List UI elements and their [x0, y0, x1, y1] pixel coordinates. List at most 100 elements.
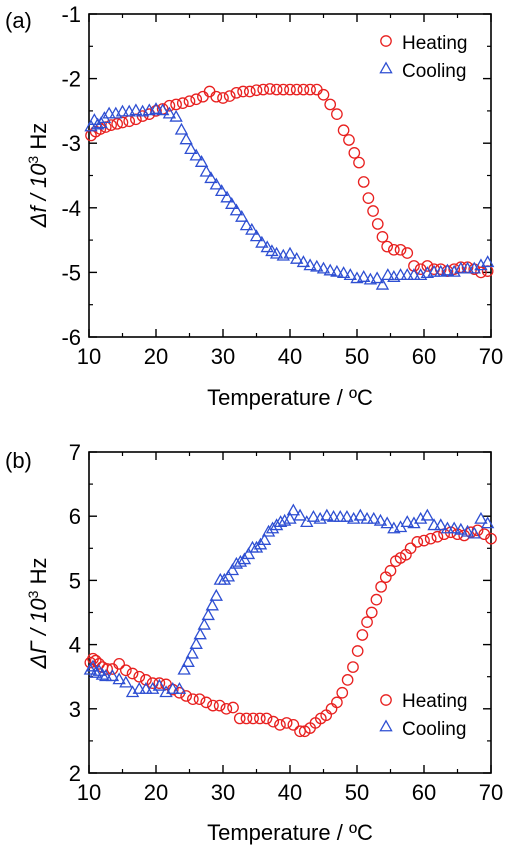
data-point-heating	[257, 83, 270, 96]
panel-a-x-tick-label: 10	[77, 344, 101, 369]
panel-a-y-axis-title-main: Δf / 10	[26, 163, 51, 228]
data-point-cooling	[204, 171, 218, 184]
data-point-cooling	[132, 682, 146, 694]
data-point-heating	[264, 83, 276, 95]
data-point-cooling	[293, 508, 307, 521]
data-point-cooling	[370, 271, 384, 284]
data-point-heating	[240, 712, 253, 725]
panel-b-legend-cooling: Cooling	[379, 719, 466, 740]
data-point-cooling	[189, 148, 203, 161]
data-point-cooling	[209, 588, 223, 601]
data-point-cooling	[283, 511, 297, 524]
panel-a-x-tick-label: 20	[144, 344, 168, 369]
panel-b-x-tick-label: 60	[412, 780, 436, 805]
data-point-cooling	[205, 598, 219, 611]
data-point-cooling	[265, 521, 280, 534]
data-point-heating	[404, 542, 417, 555]
panel-a-y-tick-label: -2	[61, 67, 81, 92]
data-point-cooling	[220, 190, 234, 203]
data-point-heating	[220, 702, 233, 715]
data-point-heating	[120, 664, 132, 677]
data-point-heating	[233, 712, 246, 725]
data-point-cooling	[249, 229, 264, 242]
data-point-heating	[126, 667, 139, 680]
data-point-cooling	[357, 270, 371, 282]
data-point-cooling	[257, 533, 272, 545]
data-point-heating	[93, 658, 105, 670]
data-point-heating	[113, 658, 126, 670]
data-point-cooling	[400, 268, 414, 281]
data-point-heating	[284, 83, 296, 96]
panel-b-y-tick-label: 5	[69, 568, 81, 593]
data-point-heating	[123, 115, 136, 128]
data-point-heating	[331, 696, 343, 709]
data-point-heating	[190, 93, 203, 106]
data-point-cooling	[225, 563, 240, 576]
data-point-heating	[193, 693, 206, 706]
data-point-cooling	[149, 102, 163, 114]
data-point-cooling	[214, 184, 229, 197]
data-point-heating	[325, 702, 338, 715]
data-point-heating	[260, 712, 273, 725]
legend-cooling-triangle-marker	[379, 719, 393, 732]
data-point-heating	[421, 260, 434, 272]
data-point-cooling	[209, 177, 223, 190]
data-point-heating	[197, 90, 209, 103]
data-point-heating	[310, 83, 323, 96]
data-point-cooling	[217, 572, 232, 585]
data-point-cooling	[380, 516, 394, 529]
data-point-cooling	[201, 608, 215, 621]
data-point-cooling	[185, 646, 199, 659]
data-point-heating	[357, 176, 370, 188]
data-point-cooling	[184, 142, 198, 155]
data-point-cooling	[112, 672, 126, 685]
data-point-cooling	[286, 503, 301, 516]
data-point-heating	[365, 606, 378, 619]
data-point-cooling	[296, 255, 311, 268]
panel-b-y-tick-label: 6	[69, 504, 81, 529]
data-point-heating	[280, 717, 293, 729]
legend-heating-circle-marker	[380, 35, 392, 47]
data-point-cooling	[320, 508, 334, 521]
data-point-cooling	[454, 261, 468, 274]
data-point-heating	[223, 90, 236, 102]
data-point-cooling	[139, 682, 153, 694]
panel-b-y-axis-title: ΔΓ / 103 Hz	[25, 558, 51, 670]
panel-b-y-tick-label: 3	[69, 697, 81, 722]
panel-b-legend: Heating Cooling	[379, 691, 468, 740]
panel-b-y-tick-label: 2	[69, 761, 81, 786]
data-point-cooling	[343, 268, 357, 281]
data-point-cooling	[306, 509, 321, 522]
data-point-cooling	[152, 678, 167, 691]
data-point-heating	[183, 95, 196, 108]
data-point-cooling	[474, 511, 488, 524]
data-point-cooling	[233, 554, 248, 567]
panel-b-legend-heating: Heating	[380, 691, 468, 712]
data-point-cooling	[400, 515, 414, 527]
data-point-cooling	[181, 655, 195, 667]
legend-cooling-triangle-marker	[379, 61, 393, 74]
data-point-heating	[324, 98, 337, 111]
data-point-heating	[254, 712, 266, 725]
data-point-heating	[353, 156, 365, 169]
data-point-heating	[176, 97, 189, 109]
data-point-heating	[371, 218, 384, 230]
data-point-cooling	[105, 669, 120, 682]
data-point-cooling	[393, 268, 408, 281]
data-point-heating	[448, 263, 460, 276]
panel-a-legend: Heating Cooling	[379, 33, 468, 82]
data-point-cooling	[427, 518, 441, 531]
legend-heating-circle-marker	[380, 694, 392, 706]
panel-b-plot-area: 10 20 30 40 50 60 70 2 3 4 5 6 7	[69, 440, 503, 805]
data-point-heating	[247, 712, 259, 725]
data-point-heating	[227, 701, 239, 714]
panel-b-x-tick-label: 30	[211, 780, 235, 805]
data-point-heating	[150, 105, 162, 117]
data-point-heating	[356, 629, 369, 641]
data-point-cooling	[260, 240, 274, 253]
data-point-cooling	[440, 263, 455, 276]
panel-b-label: (b)	[5, 448, 32, 473]
panel-a-y-axis-title-exponent: 3	[25, 156, 41, 164]
data-point-heating	[250, 84, 263, 97]
